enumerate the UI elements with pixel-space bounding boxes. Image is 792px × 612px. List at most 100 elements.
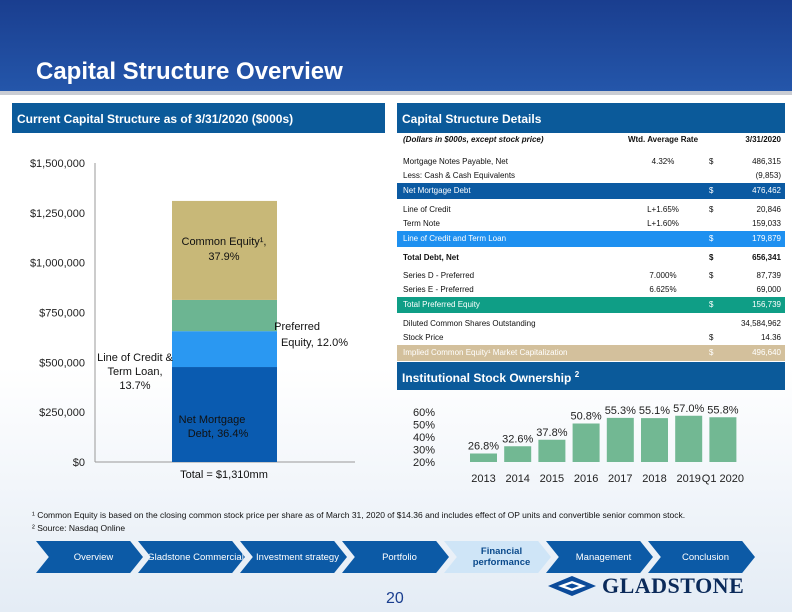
table-row: Diluted Common Shares Outstanding 34,584,… — [397, 317, 785, 331]
bar-segment — [172, 299, 277, 332]
cell-label: Less: Cash & Cash Equivalents — [403, 171, 516, 180]
data-label: 57.0% — [673, 403, 704, 415]
x-tick-label: 2013 — [471, 473, 495, 485]
left-panel-header: Current Capital Structure as of 3/31/202… — [12, 103, 385, 133]
cell-label: Series D - Preferred — [403, 271, 475, 280]
nav-item[interactable]: Management — [546, 541, 653, 573]
cell-label: Line of Credit — [403, 205, 451, 214]
table-row: Series E - Preferred 6.625% 69,000 — [397, 283, 785, 297]
cell-value: 159,033 — [752, 219, 781, 228]
cell-label: Diluted Common Shares Outstanding — [403, 319, 536, 328]
table-row: Net Mortgage Debt $476,462 — [397, 183, 785, 199]
cell-value: 20,846 — [756, 205, 781, 214]
table-row: Total Preferred Equity $156,739 — [397, 297, 785, 313]
x-tick-label: 2018 — [642, 473, 666, 485]
column-header: 3/31/2020 — [745, 135, 781, 144]
data-label: 13.7% — [119, 380, 150, 392]
nav-item[interactable]: Portfolio — [342, 541, 449, 573]
data-label: Common Equity¹, — [182, 236, 267, 248]
cell-cur: $ — [709, 186, 714, 195]
y-tick-label: $1,000,000 — [30, 258, 85, 270]
data-label: Net Mortgage — [179, 414, 246, 426]
cell-cur: $ — [709, 333, 714, 342]
nav-item[interactable]: Conclusion — [648, 541, 755, 573]
cell-label: Mortgage Notes Payable, Net — [403, 157, 508, 166]
y-tick-label: $1,250,000 — [30, 208, 85, 220]
cell-label: Total Preferred Equity — [403, 300, 480, 309]
cell-label: Line of Credit and Term Loan — [403, 234, 507, 243]
data-label: 55.1% — [639, 405, 670, 417]
cell-label: Series E - Preferred — [403, 285, 474, 294]
table-row: Series D - Preferred 7.000% $87,739 — [397, 269, 785, 283]
logo-text: GLADSTONE — [602, 573, 745, 598]
data-label: 55.3% — [605, 405, 636, 417]
table-row: Stock Price $14.36 — [397, 331, 785, 345]
y-tick-label: $750,000 — [39, 308, 85, 320]
column-header: (Dollars in $000s, except stock price) — [403, 135, 544, 144]
data-label: 32.6% — [502, 433, 533, 445]
y-tick-label: 60% — [413, 407, 435, 419]
institutional-ownership-header: Institutional Stock Ownership 2 — [397, 362, 785, 390]
x-tick-label: 2015 — [540, 473, 564, 485]
data-label: 26.8% — [468, 441, 499, 453]
bar — [606, 417, 634, 462]
y-tick-label: $250,000 — [39, 407, 85, 419]
bar — [572, 423, 600, 462]
cell-cur: $ — [709, 348, 714, 357]
table-row: Mortgage Notes Payable, Net 4.32% $486,315 — [397, 155, 785, 169]
cell-label: Net Mortgage Debt — [403, 186, 471, 195]
cell-rate: L+1.65% — [647, 205, 679, 214]
bar — [641, 418, 668, 462]
nav-item[interactable]: Financial performance — [444, 541, 551, 573]
cell-label: Term Note — [403, 219, 440, 228]
gladstone-logo: GLADSTONE — [548, 573, 744, 599]
data-label: Preferred — [274, 321, 320, 333]
data-label: Debt, 36.4% — [188, 428, 249, 440]
ownership-chart: 20%30%40%50%60% 26.8% 2013 32.6% 2014 37.8% 20… — [413, 403, 744, 485]
table-row: Total Debt, Net $656,341 — [397, 251, 785, 265]
data-label: 55.8% — [707, 404, 738, 416]
cell-value: 486,315 — [752, 157, 781, 166]
footnote-2: ² Source: Nasdaq Online — [32, 523, 126, 533]
data-label: 37.9% — [208, 251, 239, 263]
cell-cur: $ — [709, 271, 714, 280]
cell-cur: $ — [709, 157, 714, 166]
table-row: Term Note L+1.60% 159,033 — [397, 217, 785, 231]
cell-value: 14.36 — [760, 333, 781, 342]
right-panel-header: Capital Structure Details — [397, 103, 785, 133]
table-header-row: (Dollars in $000s, except stock price) Wt… — [397, 133, 785, 151]
table-row: Less: Cash & Cash Equivalents (9,853) — [397, 169, 785, 183]
cell-value: 496,640 — [752, 348, 781, 357]
table-row: Line of Credit L+1.65% $20,846 — [397, 203, 785, 217]
x-tick-label: 2014 — [505, 473, 529, 485]
capital-structure-chart: $0 $250,000 $500,000 $750,000 $1,000,000 $1,2… — [30, 158, 355, 481]
nav-item[interactable]: Investment strategy — [240, 541, 347, 573]
inst-header-text: Institutional Stock Ownership — [402, 371, 572, 385]
y-tick-label: $1,500,000 — [30, 158, 85, 170]
cell-cur: $ — [709, 253, 714, 262]
column-header: Wtd. Average Rate — [627, 135, 699, 144]
nav-item[interactable]: Gladstone Commercial — [138, 541, 245, 573]
bar-segment — [172, 200, 277, 300]
y-tick-label: 20% — [413, 457, 435, 469]
cell-value: 656,341 — [752, 253, 781, 262]
y-tick-label: $500,000 — [39, 357, 85, 369]
cell-cur: $ — [709, 234, 714, 243]
cell-value: 69,000 — [756, 285, 781, 294]
cell-value: 179,879 — [752, 234, 781, 243]
table-row: Implied Common Equity¹ Market Capitaliza… — [397, 345, 785, 361]
nav-item[interactable]: Overview — [36, 541, 143, 573]
x-tick-label: 2016 — [574, 473, 598, 485]
y-tick-label: 50% — [413, 420, 435, 432]
page-number: 20 — [386, 590, 404, 607]
table-row: Line of Credit and Term Loan $179,879 — [397, 231, 785, 247]
x-tick-label: Q1 2020 — [702, 473, 744, 485]
section-nav: Overview Gladstone Commercial Investment s… — [36, 541, 756, 573]
logo-diamond-icon — [548, 576, 596, 596]
x-tick-label: 2019 — [676, 473, 700, 485]
cell-cur: $ — [709, 205, 714, 214]
bar — [470, 453, 497, 462]
y-tick-label: $0 — [73, 457, 85, 469]
cell-label: Stock Price — [403, 333, 444, 342]
cell-rate: L+1.60% — [647, 219, 679, 228]
